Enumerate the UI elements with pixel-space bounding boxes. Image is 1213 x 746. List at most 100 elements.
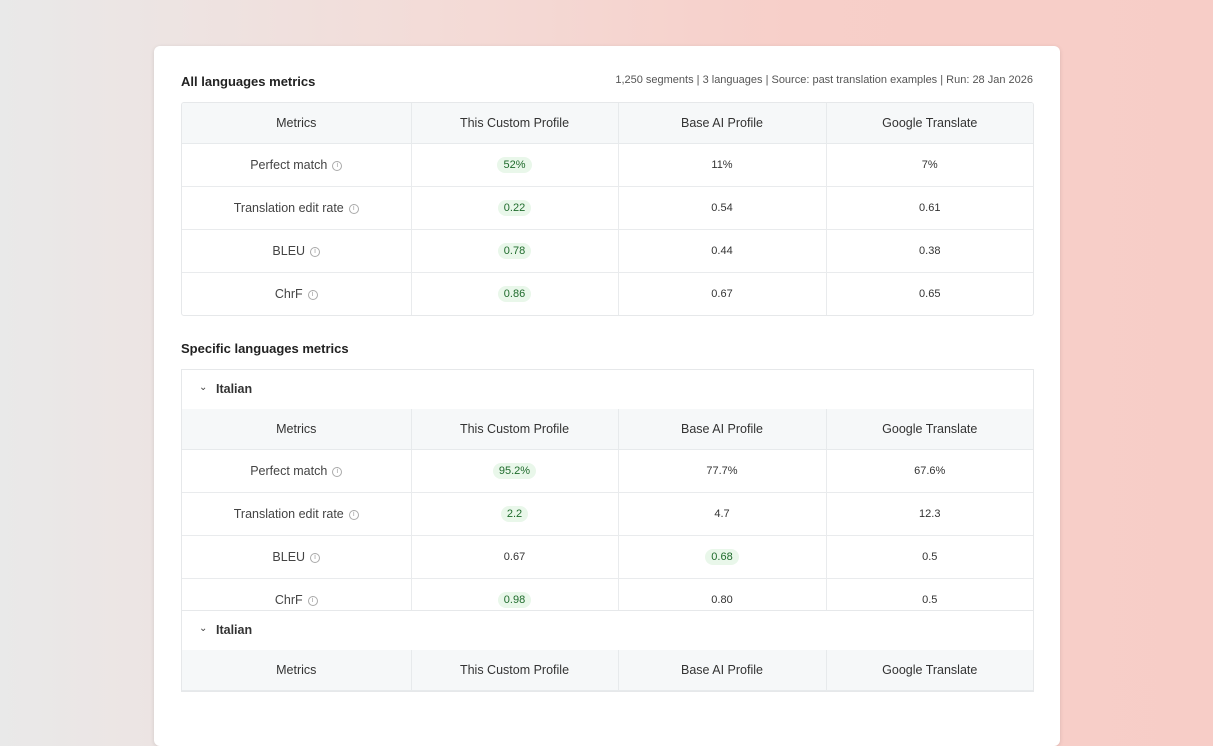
value-cell-base: 11% [617,143,826,187]
table-header-row: Metrics This Custom Profile Base AI Prof… [182,650,1033,691]
metric-value: 0.5 [922,594,938,606]
table-row: Perfect match i 52% 11% 7% [182,143,1033,187]
metric-value: 11% [711,159,733,171]
metric-value: 0.5 [922,551,938,563]
language-table-body: Perfect match i 95.2% 77.7% 67.6% Translation… [182,449,1033,621]
metric-value: 0.38 [919,245,941,257]
value-cell-base: 0.54 [617,186,826,230]
header-base-ai-profile: Base AI Profile [617,103,826,144]
info-icon[interactable]: i [307,289,318,300]
value-cell-google: 0.5 [825,535,1033,579]
value-cell-custom: 0.86 [410,272,618,315]
language-name: Italian [216,623,253,637]
value-cell-base: 0.68 [617,535,826,579]
best-value-badge: 0.86 [497,286,532,302]
best-value-badge: 52% [497,157,532,173]
metric-name: Perfect match [250,464,328,478]
value-cell-google: 0.38 [825,229,1033,273]
value-cell-custom: 52% [410,143,618,187]
metric-name: Translation edit rate [233,507,344,521]
table-row: BLEU i 0.67 0.68 0.5 [182,535,1033,579]
metric-value: 0.67 [711,288,733,300]
metric-value: 12.3 [919,508,941,520]
metric-label-cell: Translation edit rate i [182,186,411,230]
best-value-badge: 0.22 [497,200,532,216]
chevron-down-icon[interactable]: ⌄ [199,382,208,393]
value-cell-google: 0.65 [825,272,1033,315]
header-metrics: Metrics [182,103,411,144]
header-google-translate: Google Translate [825,103,1033,144]
best-value-badge: 0.78 [497,243,532,259]
language-accordion-header[interactable]: ⌄ Italian [181,369,1034,410]
all-languages-body: Perfect match i 52% 11% 7% Translation edit r… [182,143,1033,315]
header-custom-profile: This Custom Profile [410,103,618,144]
metric-name: ChrF [274,593,303,607]
all-languages-table: Metrics This Custom Profile Base AI Prof… [182,103,1033,315]
best-value-badge: 2.2 [500,506,529,522]
header-google-translate: Google Translate [825,409,1033,450]
table-row: BLEU i 0.78 0.44 0.38 [182,229,1033,273]
metric-label-cell: Perfect match i [182,143,411,187]
header-google-translate: Google Translate [825,650,1033,691]
info-icon[interactable]: i [332,466,343,477]
value-cell-base: 77.7% [617,449,826,493]
value-cell-base: 0.67 [617,272,826,315]
best-value-badge: 0.98 [497,592,532,608]
metric-value: 0.67 [503,551,526,563]
metric-value: 77.7% [706,465,738,477]
metric-name: Translation edit rate [233,201,344,215]
table-row: Translation edit rate i 0.22 0.54 0.61 [182,186,1033,230]
value-cell-base: 0.44 [617,229,826,273]
metric-label-cell: Translation edit rate i [182,492,411,536]
language-table-wrap: Metrics This Custom Profile Base AI Prof… [181,409,1034,622]
value-cell-base: 4.7 [617,492,826,536]
language-accordion-header[interactable]: ⌄ Italian [181,610,1034,651]
table-header-row: Metrics This Custom Profile Base AI Prof… [182,409,1033,450]
value-cell-google: 67.6% [825,449,1033,493]
metric-name: BLEU [272,244,306,258]
header-custom-profile: This Custom Profile [410,650,618,691]
language-table: Metrics This Custom Profile Base AI Prof… [182,650,1033,691]
value-cell-google: 7% [825,143,1033,187]
language-table: Metrics This Custom Profile Base AI Prof… [182,409,1033,621]
value-cell-custom: 2.2 [410,492,618,536]
header-metrics: Metrics [182,650,411,691]
language-name: Italian [216,382,253,396]
info-icon[interactable]: i [310,552,321,563]
header-base-ai-profile: Base AI Profile [617,650,826,691]
info-icon[interactable]: i [332,160,343,171]
metric-value: 0.61 [919,202,941,214]
all-languages-title: All languages metrics [181,74,316,89]
table-row: Translation edit rate i 2.2 4.7 12.3 [182,492,1033,536]
info-icon[interactable]: i [307,595,318,606]
best-value-badge: 95.2% [492,463,537,479]
metric-label-cell: Perfect match i [182,449,411,493]
header-custom-profile: This Custom Profile [410,409,618,450]
metric-value: 0.80 [711,594,733,606]
metric-value: 7% [921,159,938,171]
header-metrics: Metrics [182,409,411,450]
value-cell-custom: 95.2% [410,449,618,493]
metric-label-cell: BLEU i [182,535,411,579]
value-cell-custom: 0.78 [410,229,618,273]
info-icon[interactable]: i [348,203,359,214]
metric-name: Perfect match [250,158,328,172]
metric-value: 0.65 [919,288,941,300]
metric-label-cell: ChrF i [182,272,411,315]
header-base-ai-profile: Base AI Profile [617,409,826,450]
value-cell-google: 12.3 [825,492,1033,536]
chevron-down-icon[interactable]: ⌄ [199,623,208,634]
all-languages-table-wrap: Metrics This Custom Profile Base AI Prof… [181,102,1034,316]
info-icon[interactable]: i [348,509,359,520]
metrics-card: All languages metrics 1,250 segments | 3… [154,46,1060,746]
language-table-wrap: Metrics This Custom Profile Base AI Prof… [181,650,1034,692]
value-cell-custom: 0.67 [410,535,618,579]
metric-name: ChrF [274,287,303,301]
info-icon[interactable]: i [310,246,321,257]
run-meta: 1,250 segments | 3 languages | Source: p… [615,74,1033,86]
metric-value: 4.7 [714,508,730,520]
metric-value: 0.54 [711,202,733,214]
best-value-badge: 0.68 [705,549,739,565]
metric-name: BLEU [272,550,306,564]
metric-value: 0.44 [711,245,733,257]
